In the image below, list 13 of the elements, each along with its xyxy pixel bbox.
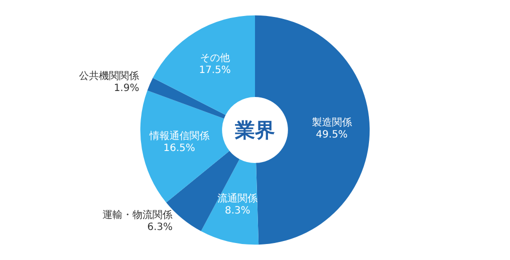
text: 業界	[234, 118, 275, 142]
data-label: 8.3%	[224, 205, 250, 216]
data-label: 6.3%	[147, 222, 173, 234]
slice-label: その他	[200, 52, 230, 64]
slice-label: 運輸・物流関係	[102, 209, 173, 222]
slice-label: 製造関係	[312, 116, 352, 128]
slice-label: 公共機関関係	[79, 70, 140, 82]
data-label: 49.5%	[316, 129, 348, 140]
slice-label: 流通関係	[218, 192, 258, 204]
slice-label: 情報通信関係	[148, 130, 210, 142]
data-label: 1.9%	[114, 83, 140, 94]
data-label: 17.5%	[198, 65, 231, 76]
data-label: 16.5%	[163, 143, 196, 154]
